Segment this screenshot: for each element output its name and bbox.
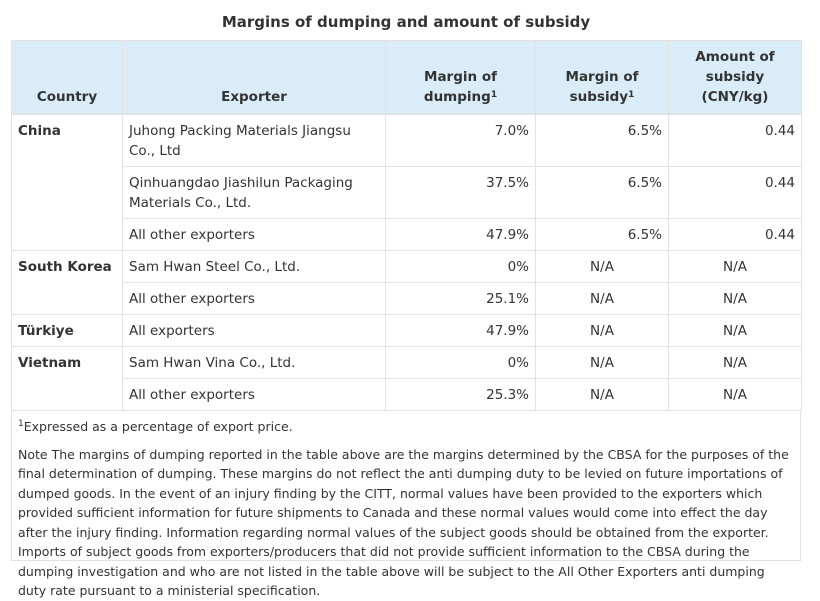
country-cell: China: [11, 113, 123, 251]
header-amount: Amount of subsidy (CNY/kg): [668, 40, 802, 115]
header-row: Country Exporter Margin of dumping1 Marg…: [11, 40, 802, 115]
dumping-cell: 47.9%: [385, 314, 536, 347]
subsidy-cell: N/A: [535, 250, 669, 283]
header-subsidy: Margin of subsidy1: [535, 40, 669, 115]
amount-cell: N/A: [668, 282, 802, 315]
note-text: Note The margins of dumping reported in …: [18, 446, 789, 599]
exporter-cell: All other exporters: [122, 282, 386, 315]
dumping-cell: 37.5%: [385, 166, 536, 219]
exporter-cell: Juhong Packing Materials Jiangsu Co., Lt…: [122, 113, 386, 167]
subsidy-cell: 6.5%: [535, 113, 669, 167]
footnote-ref: 1: [490, 90, 498, 100]
amount-cell: 0.44: [668, 166, 802, 219]
dumping-table-container: Margins of dumping and amount of subsidy…: [11, 0, 802, 598]
table-row: Türkiye All exporters 47.9% N/A N/A: [11, 314, 802, 347]
header-subsidy-label: Margin of subsidy: [565, 69, 639, 105]
footnote-ref: 1: [628, 90, 635, 100]
exporter-cell: Qinhuangdao Jiashilun Packaging Material…: [122, 166, 386, 219]
table-row: South Korea Sam Hwan Steel Co., Ltd. 0% N/A…: [11, 250, 802, 315]
table-row: China Juhong Packing Materials Jiangsu Co…: [11, 113, 802, 251]
table-caption: Margins of dumping and amount of subsidy: [221, 13, 591, 31]
table-row: Vietnam Sam Hwan Vina Co., Ltd. 0% N/A N/A: [11, 346, 802, 411]
dumping-cell: 25.3%: [385, 378, 536, 411]
table-row: Qinhuangdao Jiashilun Packaging Material…: [12, 166, 802, 219]
exporter-cell: Sam Hwan Vina Co., Ltd.: [122, 346, 386, 379]
subsidy-cell: 6.5%: [535, 166, 669, 219]
margins-table: Country Exporter Margin of dumping1 Marg…: [11, 40, 802, 411]
header-country: Country: [11, 40, 123, 115]
table-row: All other exporters 25.3% N/A N/A: [12, 378, 802, 411]
subsidy-cell: N/A: [535, 282, 669, 315]
country-cell: Vietnam: [11, 346, 123, 411]
header-dumping: Margin of dumping1: [385, 40, 536, 115]
amount-cell: 0.44: [668, 218, 802, 251]
header-dumping-label: Margin of dumping: [423, 69, 497, 105]
dumping-cell: 0%: [385, 250, 536, 283]
exporter-cell: Sam Hwan Steel Co., Ltd.: [122, 250, 386, 283]
country-cell: South Korea: [11, 250, 123, 315]
table-footer: 1Expressed as a percentage of export pri…: [11, 411, 801, 598]
footnote-mark: 1: [18, 419, 24, 429]
amount-cell: N/A: [668, 346, 802, 379]
exporter-cell: All exporters: [122, 314, 386, 347]
dumping-cell: 7.0%: [385, 113, 536, 167]
exporter-cell: All other exporters: [122, 218, 386, 251]
header-exporter: Exporter: [122, 40, 386, 115]
subsidy-cell: N/A: [535, 346, 669, 379]
amount-cell: N/A: [668, 378, 802, 411]
table-row: All other exporters 47.9% 6.5% 0.44: [12, 218, 802, 251]
country-cell: Türkiye: [11, 314, 123, 347]
exporter-cell: All other exporters: [122, 378, 386, 411]
footnote-text: Expressed as a percentage of export pric…: [23, 419, 293, 434]
footnote: 1Expressed as a percentage of export pri…: [18, 417, 794, 437]
amount-cell: N/A: [668, 314, 802, 347]
subsidy-cell: N/A: [535, 378, 669, 411]
subsidy-cell: N/A: [535, 314, 669, 347]
amount-cell: N/A: [668, 250, 802, 283]
amount-cell: 0.44: [668, 113, 802, 167]
dumping-cell: 0%: [385, 346, 536, 379]
dumping-cell: 25.1%: [385, 282, 536, 315]
subsidy-cell: 6.5%: [535, 218, 669, 251]
table-row: All other exporters 25.1% N/A N/A: [12, 282, 802, 315]
dumping-cell: 47.9%: [385, 218, 536, 251]
